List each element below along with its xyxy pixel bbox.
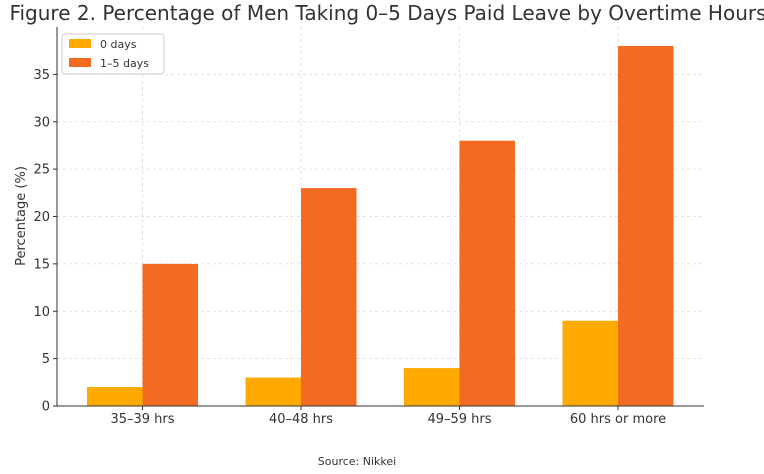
bar-zero-days [87,387,143,406]
bar-zero-days [562,320,618,406]
x-tick-label: 60 hrs or more [570,412,666,427]
y-tick-label: 35 [33,68,50,83]
x-tick-label: 35–39 hrs [110,412,174,427]
source-note: Source: Nikkei [318,455,396,468]
legend-swatch-0-days [69,39,91,48]
bar-zero-days [245,377,301,406]
y-tick-label: 30 [33,115,50,130]
legend-label-0-days: 0 days [100,38,137,51]
legend: 0 days 1–5 days [61,33,165,75]
bar-zero-days [404,368,460,406]
y-tick-label: 25 [33,163,50,178]
chart-title: Figure 2. Percentage of Men Taking 0–5 D… [9,1,764,25]
y-tick-label: 0 [42,400,50,415]
x-tick-labels: 35–39 hrs 40–48 hrs 49–59 hrs 60 hrs or mor… [110,406,666,427]
y-tick-label: 5 [42,352,50,367]
y-tick-label: 20 [33,210,50,225]
legend-swatch-1-5-days [69,58,91,67]
x-tick-label: 40–48 hrs [269,412,333,427]
bar-one-to-five-days [301,188,357,406]
bar-one-to-five-days [142,263,198,406]
x-tick-label: 49–59 hrs [427,412,491,427]
bars [87,45,674,406]
y-axis-label: Percentage (%) [14,166,29,266]
bar-one-to-five-days [618,45,674,406]
legend-label-1-5-days: 1–5 days [100,57,149,70]
y-tick-label: 15 [33,257,50,272]
y-tick-label: 10 [33,305,50,320]
bar-one-to-five-days [459,140,515,406]
y-tick-labels: 0 5 10 15 20 25 30 35 [33,68,57,415]
